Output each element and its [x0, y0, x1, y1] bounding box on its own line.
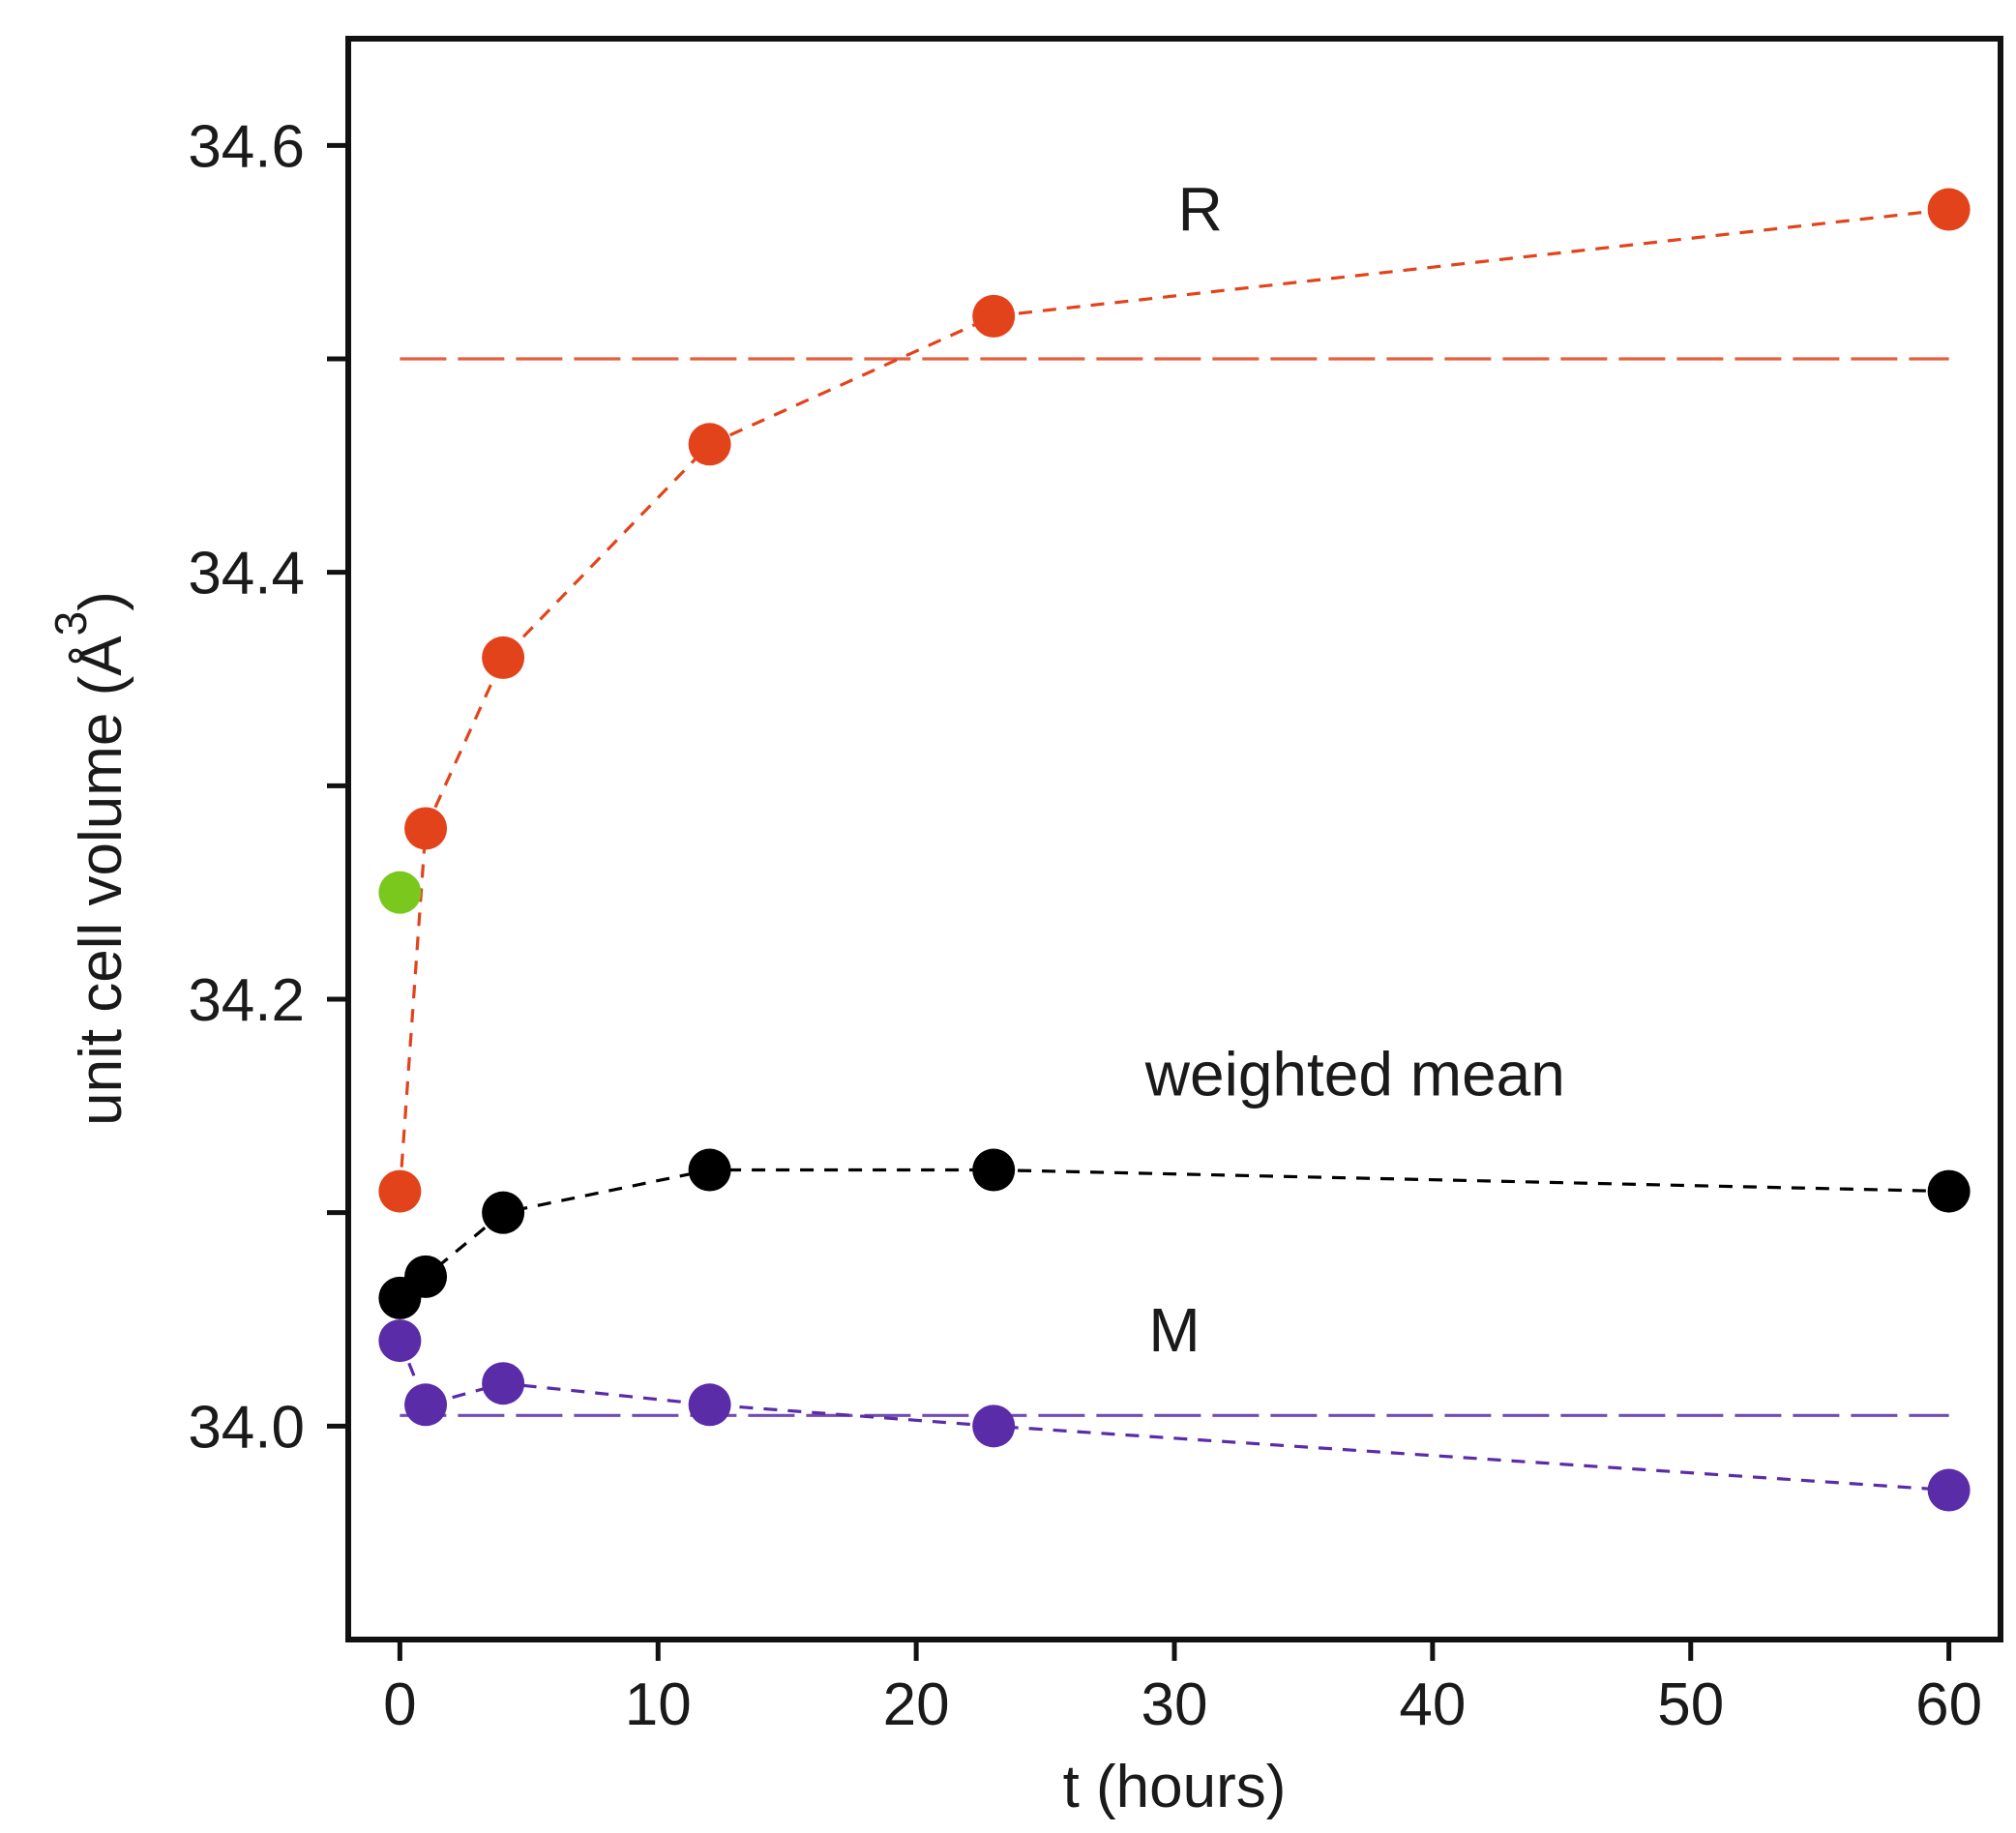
- y-axis-title-main: unit cell volume (Å: [68, 636, 134, 1126]
- y-axis-title-superscript: 3: [45, 611, 96, 636]
- data-point-weighted-mean: [482, 1191, 525, 1234]
- y-tick-label: 34.4: [188, 541, 305, 607]
- series-points: [378, 188, 1971, 1512]
- x-axis-title: t (hours): [1063, 1754, 1287, 1820]
- series-line-R: [398, 207, 1949, 1192]
- data-point-M: [1927, 1468, 1971, 1512]
- y-tick-label: 34.2: [188, 967, 305, 1034]
- annotation-weighted-mean: weighted mean: [1144, 1039, 1565, 1109]
- y-axis-title: unit cell volume (Å3): [45, 591, 134, 1126]
- series-line-weighted-mean: [399, 1168, 1949, 1300]
- data-point-weighted-mean: [404, 1255, 448, 1298]
- data-point-M: [482, 1362, 525, 1405]
- y-axis-title-suffix: ): [68, 591, 134, 611]
- data-point-M: [378, 1319, 422, 1363]
- data-point-R: [482, 636, 525, 679]
- data-point-R: [688, 423, 731, 466]
- annotation-R: R: [1178, 175, 1223, 245]
- x-axis: 0 10 20 30 40 50 60: [383, 1640, 1982, 1738]
- x-tick-label: 40: [1399, 1671, 1466, 1738]
- y-axis: 34.0 34.2 34.4 34.6: [188, 113, 348, 1461]
- y-tick-label: 34.0: [188, 1394, 305, 1461]
- x-tick-label: 10: [625, 1671, 692, 1738]
- data-point-weighted-mean: [972, 1148, 1016, 1192]
- data-point-R: [404, 807, 448, 850]
- annotation-M: M: [1148, 1295, 1200, 1365]
- data-point-M: [404, 1383, 448, 1427]
- x-tick-label: 0: [383, 1671, 416, 1738]
- x-tick-label: 20: [883, 1671, 950, 1738]
- data-point-weighted-mean: [1927, 1169, 1971, 1213]
- y-tick-label: 34.6: [188, 113, 305, 180]
- data-point-R: [378, 1169, 422, 1213]
- plot-frame: [345, 36, 2003, 1642]
- x-tick-label: 60: [1915, 1671, 1982, 1738]
- x-tick-label: 50: [1657, 1671, 1724, 1738]
- data-point-weighted-mean: [688, 1148, 731, 1192]
- data-point-M: [972, 1404, 1016, 1448]
- data-point-R: [972, 294, 1016, 338]
- reference-lines: [400, 357, 1949, 1417]
- x-tick-label: 30: [1141, 1671, 1208, 1738]
- data-point-R: [1927, 188, 1971, 231]
- data-point-initial: [378, 871, 422, 914]
- data-point-M: [688, 1383, 731, 1427]
